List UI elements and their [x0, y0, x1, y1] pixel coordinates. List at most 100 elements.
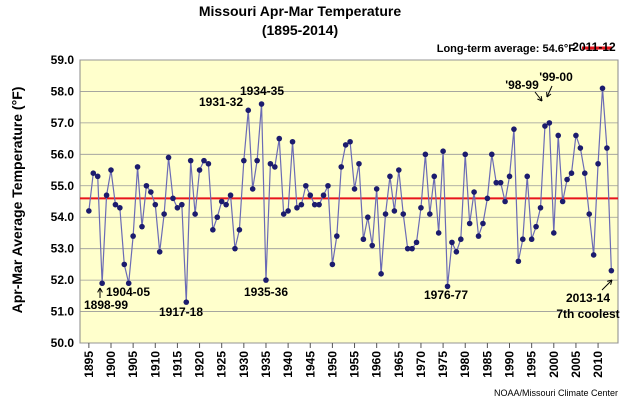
- data-point: [258, 101, 265, 107]
- data-point: [506, 173, 513, 180]
- x-tick-label: 1980: [458, 351, 472, 378]
- data-point: [564, 176, 570, 183]
- data-point: [493, 179, 500, 186]
- data-point: [249, 186, 256, 192]
- data-point: [125, 280, 132, 287]
- annotation: '99-00: [539, 70, 573, 84]
- data-point: [409, 245, 415, 252]
- data-point: [267, 160, 274, 167]
- annotation: 1934-35: [240, 84, 284, 98]
- x-tick-label: 1905: [126, 351, 140, 378]
- data-point: [391, 208, 398, 214]
- data-point: [608, 267, 615, 274]
- annotation: 1904-05: [106, 285, 150, 299]
- y-tick-label: 55.0: [51, 179, 75, 193]
- data-point: [338, 164, 345, 170]
- y-axis-label: Apr-Mar Average Temperature (°F): [9, 87, 25, 314]
- data-point: [276, 135, 283, 142]
- data-point: [263, 277, 269, 283]
- arrow-head: [607, 279, 613, 285]
- y-tick-label: 53.0: [51, 242, 75, 256]
- annotation-arrow: [546, 85, 553, 98]
- data-point: [356, 160, 362, 167]
- data-point: [422, 151, 429, 158]
- data-point: [311, 201, 318, 208]
- x-tick-label: 1975: [436, 351, 450, 378]
- data-point: [382, 211, 389, 217]
- arrow-head: [537, 95, 543, 102]
- annotation: 1935-36: [244, 285, 288, 299]
- x-tick-label: 1945: [303, 351, 317, 378]
- data-point: [103, 192, 110, 199]
- data-point: [546, 120, 553, 126]
- data-point: [130, 233, 136, 239]
- y-tick-label: 52.0: [51, 273, 75, 287]
- data-point: [435, 230, 442, 236]
- data-point: [170, 195, 176, 202]
- data-point: [183, 299, 190, 305]
- data-point: [298, 201, 305, 208]
- x-tick-label: 2005: [569, 351, 583, 378]
- x-tick-label: 1995: [525, 351, 539, 378]
- data-point: [347, 138, 353, 145]
- data-point: [307, 192, 314, 199]
- x-tick-label: 1955: [348, 351, 362, 378]
- annotation: 7th coolest: [556, 307, 619, 321]
- data-point: [462, 151, 469, 158]
- x-tick-label: 1910: [148, 351, 162, 378]
- data-point: [285, 208, 291, 214]
- data-point: [334, 233, 340, 239]
- data-point: [161, 211, 167, 217]
- arrow-head: [97, 287, 103, 293]
- data-point: [90, 170, 97, 176]
- annotation: 1917-18: [159, 305, 203, 319]
- data-point: [502, 198, 508, 205]
- x-tick-label: 1915: [170, 351, 184, 378]
- data-point: [528, 236, 535, 243]
- data-point: [524, 173, 531, 180]
- data-point: [369, 242, 376, 249]
- data-point: [187, 157, 194, 164]
- x-tick-label: 1940: [281, 351, 295, 378]
- annotation: 2011-12: [572, 40, 616, 54]
- x-tick-label: 1990: [503, 351, 517, 378]
- data-point: [365, 214, 371, 221]
- data-point: [559, 198, 566, 205]
- data-point: [272, 164, 278, 170]
- data-point: [458, 236, 464, 243]
- data-point: [586, 211, 593, 217]
- data-point: [475, 233, 482, 239]
- data-point: [537, 204, 544, 211]
- data-point: [431, 173, 438, 180]
- data-point: [121, 261, 128, 268]
- data-point: [360, 236, 367, 243]
- data-point: [511, 126, 517, 132]
- data-point: [342, 142, 349, 148]
- data-point: [156, 249, 163, 255]
- y-tick-label: 51.0: [51, 305, 75, 319]
- data-point: [404, 245, 411, 252]
- data-point: [108, 167, 114, 173]
- x-tick-label: 2000: [547, 351, 561, 378]
- x-tick-label: 2010: [591, 351, 605, 378]
- data-point: [577, 145, 584, 151]
- data-point: [387, 173, 393, 180]
- data-point: [152, 201, 159, 208]
- data-point: [165, 154, 172, 161]
- data-point: [480, 220, 486, 227]
- data-point: [351, 186, 358, 192]
- data-point: [196, 167, 203, 173]
- legend-label: Long-term average: 54.6°F: [437, 43, 576, 55]
- data-point: [320, 192, 327, 199]
- data-point: [205, 160, 212, 167]
- y-tick-label: 57.0: [51, 116, 75, 130]
- plot-area: [79, 59, 619, 344]
- annotation-arrow: [601, 279, 613, 291]
- data-point: [542, 123, 548, 129]
- x-tick-label: 1895: [82, 351, 96, 378]
- data-point: [139, 223, 145, 230]
- data-point: [581, 170, 588, 176]
- data-point: [599, 85, 606, 92]
- data-point: [210, 227, 216, 233]
- data-point: [254, 157, 260, 164]
